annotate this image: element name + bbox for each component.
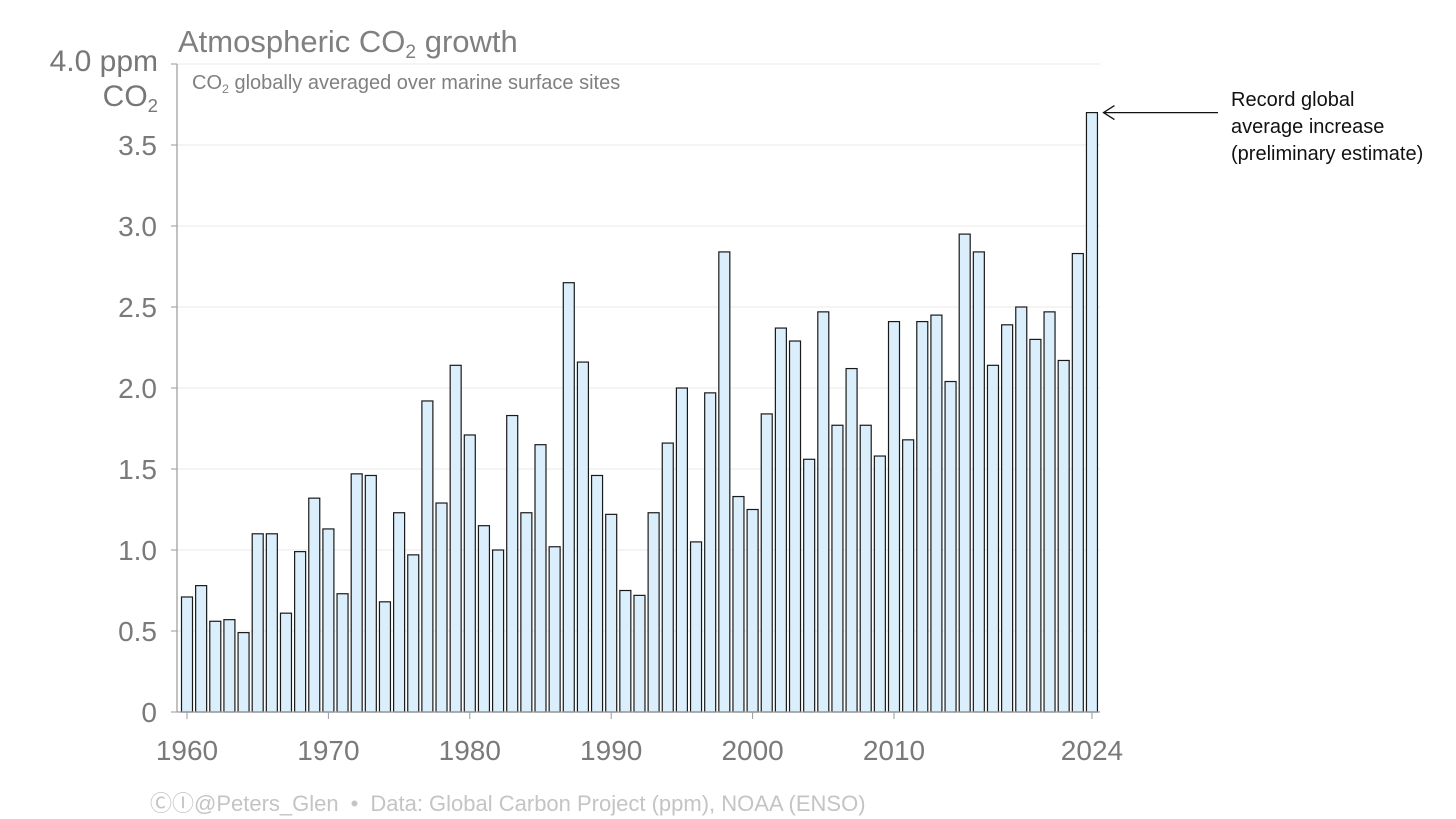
bar-1994 <box>661 442 674 713</box>
bar-2005 <box>817 311 830 713</box>
bar-1983 <box>506 414 519 713</box>
annotation-line-1: Record global <box>1231 89 1355 111</box>
y-tick-label: 0.5 <box>118 616 157 647</box>
bar-1966 <box>265 533 278 713</box>
bar-2021 <box>1043 311 1056 713</box>
bar-1986 <box>548 546 561 713</box>
record-annotation: Record global average increase (prelimin… <box>1231 87 1423 168</box>
bar-1971 <box>336 593 349 713</box>
bar-1975 <box>393 512 406 713</box>
y-axis-unit-ppm: 4.0 ppm <box>49 45 158 78</box>
chart-title: Atmospheric CO2 growth <box>178 24 518 63</box>
bar-1996 <box>689 541 703 713</box>
bar-2016 <box>972 251 985 713</box>
footer-credit: ⒸⒾ@Peters_Glen • Data: Global Carbon Proje… <box>150 786 866 818</box>
x-tick-label: 2010 <box>863 735 925 766</box>
bar-2015 <box>958 233 971 713</box>
bar-1992 <box>633 594 646 713</box>
y-axis-unit-co2: CO2 <box>102 80 158 116</box>
x-tick-label: 1970 <box>297 735 359 766</box>
bar-1990 <box>605 513 618 713</box>
bar-2018 <box>1001 324 1014 713</box>
x-tick-label: 2024 <box>1061 735 1123 766</box>
x-tick-label: 1960 <box>156 735 218 766</box>
x-tick-label: 2000 <box>721 735 783 766</box>
bar-2004 <box>803 458 816 713</box>
bar-2001 <box>760 413 773 713</box>
bar-1972 <box>350 473 363 713</box>
bar-1964 <box>237 632 250 713</box>
bar-2023 <box>1071 252 1084 713</box>
bar-1997 <box>704 392 717 713</box>
bar-1982 <box>491 549 505 713</box>
bar-2014 <box>944 380 957 713</box>
bar-1961 <box>195 585 208 713</box>
bar-1979 <box>449 364 462 713</box>
bar-1989 <box>590 474 604 713</box>
y-tick-label: 1.0 <box>118 535 157 566</box>
bar-1988 <box>576 361 590 713</box>
bar-2010 <box>887 320 901 713</box>
bar-1968 <box>294 551 307 713</box>
bar-1995 <box>675 387 689 713</box>
author-handle: @Peters_Glen <box>194 791 339 816</box>
bar-2022 <box>1057 359 1070 713</box>
x-tick-label: 1980 <box>439 735 501 766</box>
bar-2008 <box>859 424 872 713</box>
bar-1965 <box>251 533 264 713</box>
annotation-line-2: average increase <box>1231 116 1385 138</box>
y-tick-label: 1.5 <box>118 454 157 485</box>
bar-1967 <box>279 612 293 713</box>
bar-1980 <box>463 434 476 713</box>
chart-subtitle: CO2 globally averaged over marine surfac… <box>192 72 621 96</box>
bar-2024 <box>1085 111 1099 713</box>
bar-2013 <box>930 314 943 713</box>
bar-2002 <box>774 327 787 713</box>
bar-2012 <box>916 320 929 713</box>
y-tick-label: 3.0 <box>118 211 157 242</box>
bar-2003 <box>788 340 802 713</box>
bar-2009 <box>873 455 886 713</box>
bar-2017 <box>986 364 1000 713</box>
footer-separator: • <box>350 791 359 816</box>
bar-2020 <box>1029 338 1042 713</box>
bar-1993 <box>647 512 660 713</box>
y-tick-label: 3.5 <box>118 130 157 161</box>
bar-1962 <box>209 620 222 713</box>
bar-2007 <box>845 367 858 713</box>
data-source: Data: Global Carbon Project (ppm), NOAA … <box>370 791 866 816</box>
bar-1963 <box>223 619 236 713</box>
x-tick-label: 1990 <box>580 735 642 766</box>
bar-1970 <box>322 528 335 713</box>
bar-1960 <box>180 596 194 713</box>
license-icon: ⒸⒾ <box>150 791 195 816</box>
bar-1985 <box>534 444 547 713</box>
bar-2011 <box>902 439 915 713</box>
annotation-line-3: (preliminary estimate) <box>1231 143 1424 165</box>
y-tick-label: 0 <box>141 697 157 728</box>
annotation-arrow-head <box>1102 105 1115 121</box>
bar-1999 <box>732 495 745 713</box>
bar-1974 <box>378 601 392 713</box>
y-tick-label: 2.0 <box>118 373 157 404</box>
bar-2006 <box>831 424 844 713</box>
bar-1969 <box>308 497 321 713</box>
bar-2000 <box>746 508 759 713</box>
bar-1977 <box>421 400 434 713</box>
y-tick-label: 2.5 <box>118 292 157 323</box>
bar-1984 <box>520 512 533 713</box>
bar-1981 <box>477 525 491 713</box>
bar-1991 <box>619 589 632 713</box>
bar-1973 <box>364 474 377 713</box>
bar-1976 <box>407 554 420 713</box>
bar-1987 <box>562 282 575 713</box>
bar-1998 <box>718 251 731 713</box>
bar-1978 <box>435 502 448 713</box>
bar-2019 <box>1015 306 1028 713</box>
